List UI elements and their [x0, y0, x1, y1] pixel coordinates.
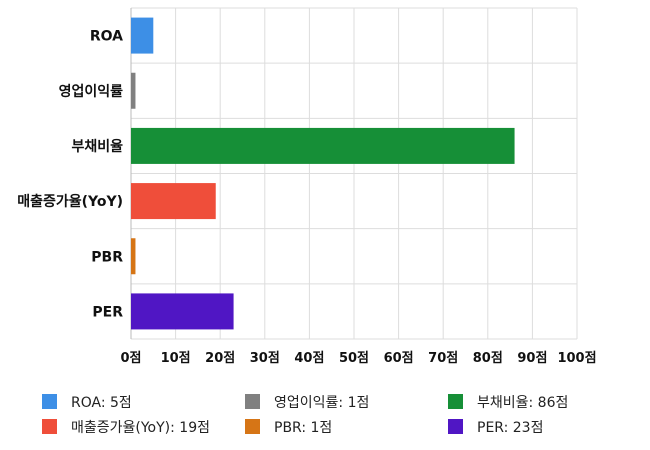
bars: [131, 17, 515, 330]
legend-label: 부채비율: 86점: [477, 395, 568, 411]
legend-label: ROA: 5점: [71, 395, 132, 411]
legend-label: 영업이익률: 1점: [274, 395, 369, 411]
x-tick-label: 90점: [517, 351, 547, 366]
legend-swatch: [448, 394, 463, 409]
category-label: 영업이익률: [59, 83, 124, 100]
x-tick-label: 10점: [161, 351, 191, 366]
x-tick-label: 0점: [120, 351, 141, 366]
bar-1: [131, 72, 136, 109]
legend-label: 매출증가율(YoY): 19점: [71, 420, 210, 436]
category-label: 매출증가율(YoY): [17, 193, 123, 210]
legend-label: PBR: 1점: [274, 420, 332, 436]
bar-3: [131, 183, 216, 220]
x-tick-label: 50점: [339, 351, 369, 366]
legend-swatch: [245, 394, 260, 409]
category-label: PBR: [91, 249, 123, 265]
legend-swatch: [448, 419, 463, 434]
bar-2: [131, 127, 515, 164]
legend-swatch: [42, 419, 57, 434]
grid-lines: [130, 7, 578, 340]
bar-0: [131, 17, 154, 54]
x-tick-label: 40점: [294, 351, 324, 366]
x-tick-label: 80점: [473, 351, 503, 366]
legend-swatch: [42, 394, 57, 409]
x-tick-label: 70점: [428, 351, 458, 366]
legend-swatch: [245, 419, 260, 434]
x-tick-label: 100점: [557, 351, 596, 366]
x-tick-label: 30점: [250, 351, 280, 366]
x-tick-label: 20점: [205, 351, 235, 366]
x-axis-tick-labels: 0점 10점 20점 30점 40점 50점 60점 70점 80점 90점 100점: [120, 351, 596, 366]
category-label: 부채비율: [71, 138, 123, 155]
legend-label: PER: 23점: [477, 420, 543, 436]
bar-4: [131, 238, 136, 275]
category-label: ROA: [90, 29, 123, 45]
category-label: PER: [92, 304, 123, 320]
bar-5: [131, 293, 234, 330]
x-tick-label: 60점: [384, 351, 414, 366]
